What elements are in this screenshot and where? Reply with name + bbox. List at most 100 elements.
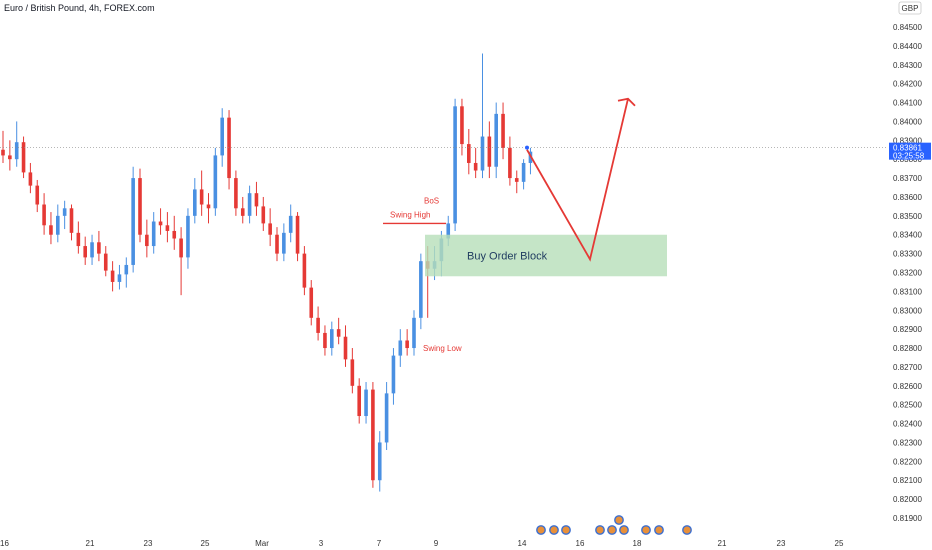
candle (508, 136, 512, 186)
x-tick-label: 14 (518, 539, 527, 548)
event-flag-icon[interactable] (536, 525, 546, 535)
candle-body (446, 223, 451, 239)
y-tick-label: 0.83500 (893, 212, 922, 221)
candle (254, 181, 259, 216)
order-block-zone[interactable] (425, 234, 667, 277)
candle-body (405, 340, 409, 349)
event-flag-icon[interactable] (682, 525, 692, 535)
candle (138, 168, 142, 243)
candle-body (234, 178, 238, 209)
candle-body (473, 162, 478, 171)
currency-badge[interactable]: GBP (898, 1, 922, 15)
candle-body (165, 225, 170, 231)
candle-body (391, 355, 396, 394)
candle (377, 431, 382, 492)
candle-body (288, 215, 293, 233)
currency-label: GBP (902, 4, 919, 13)
candle-body (110, 270, 115, 282)
candle-body (261, 206, 266, 224)
y-tick-label: 0.83200 (893, 269, 922, 278)
candle-body (282, 232, 286, 254)
y-tick-label: 0.82800 (893, 344, 922, 353)
candle (467, 128, 471, 175)
candle-body (8, 155, 12, 160)
candle (419, 253, 423, 330)
candle (302, 246, 307, 296)
x-tick-label: 21 (86, 539, 95, 548)
event-markers[interactable] (536, 515, 692, 535)
candle-body (21, 142, 26, 173)
event-flag-icon[interactable] (641, 525, 651, 535)
candle (391, 348, 396, 405)
countdown-value: 03:25:58 (893, 152, 925, 161)
y-tick-label: 0.83800 (893, 155, 922, 164)
candle-body (42, 204, 46, 226)
candle-body (97, 242, 101, 254)
candle (69, 204, 74, 241)
candle-body (309, 287, 314, 318)
candle (343, 325, 348, 367)
candle-body (412, 317, 416, 349)
event-flag-icon[interactable] (607, 525, 617, 535)
candle (227, 110, 231, 190)
candle (213, 147, 218, 216)
y-tick-label: 0.82700 (893, 363, 922, 372)
y-tick-label: 0.83600 (893, 193, 922, 202)
candle (330, 321, 334, 356)
x-tick-label: Mar (255, 539, 269, 548)
x-tick-label: 16 (576, 539, 585, 548)
candle (234, 170, 238, 216)
candle (103, 246, 108, 277)
candle-body (254, 193, 259, 207)
candle (364, 382, 368, 424)
candle-body (275, 234, 279, 254)
y-tick-label: 0.82900 (893, 325, 922, 334)
price-axis[interactable]: 0.84500 0.84400 0.84300 0.84200 0.84100 0.840… (889, 23, 931, 523)
candle-body (501, 113, 505, 148)
x-tick-label: 25 (835, 539, 844, 548)
projection-arrow[interactable] (526, 98, 629, 262)
y-tick-label: 0.82200 (893, 457, 922, 466)
event-flag-icon[interactable] (549, 525, 559, 535)
candle-body (117, 274, 122, 282)
candle-body (508, 147, 512, 179)
y-tick-label: 0.84400 (893, 42, 922, 51)
candle-body (419, 261, 423, 318)
candle (357, 378, 361, 424)
time-axis[interactable]: 16 21 23 25 Mar 3 7 9 14 16 18 21 23 25 (0, 515, 844, 548)
annotation-layer: Swing High BoS Swing Low Buy Order Block (0, 97, 888, 353)
y-tick-label: 0.84300 (893, 61, 922, 70)
candle (384, 382, 389, 451)
event-flag-icon[interactable] (619, 525, 629, 535)
candle (83, 236, 87, 265)
candle (494, 102, 498, 179)
candle-body (268, 223, 272, 235)
candle (117, 264, 122, 290)
candle (487, 121, 492, 179)
y-tick-label: 0.84100 (893, 99, 922, 108)
y-tick-label: 0.82400 (893, 420, 922, 429)
candle-body (357, 385, 361, 417)
candle (412, 310, 416, 356)
candle (56, 204, 60, 243)
event-flag-icon[interactable] (561, 525, 571, 535)
y-tick-label: 0.82500 (893, 401, 922, 410)
candle-body (206, 204, 211, 209)
candle (309, 280, 314, 326)
candle-body (124, 264, 129, 275)
x-tick-label: 7 (377, 539, 382, 548)
candle (35, 179, 40, 213)
event-flag-icon[interactable] (614, 515, 624, 525)
y-tick-label: 0.82100 (893, 476, 922, 485)
event-flag-icon[interactable] (654, 525, 664, 535)
x-tick-label: 25 (201, 539, 210, 548)
candle (240, 196, 245, 224)
x-tick-label: 23 (144, 539, 153, 548)
candle-body (371, 389, 375, 481)
candle-body (240, 208, 245, 216)
candle (199, 170, 204, 216)
candle (453, 98, 457, 231)
event-flag-icon[interactable] (595, 525, 605, 535)
